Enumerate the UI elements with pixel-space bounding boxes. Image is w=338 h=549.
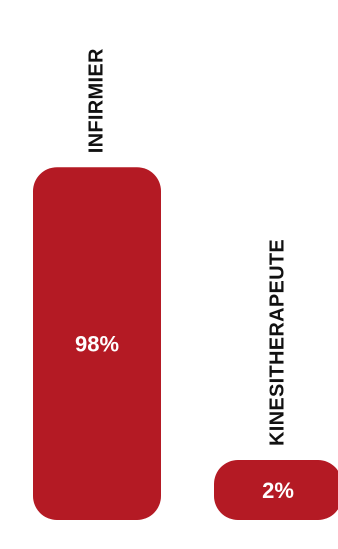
bars-layer xyxy=(33,167,338,520)
value-label-infirmier: 98% xyxy=(75,332,119,357)
bar-kinesitherapeute xyxy=(214,460,338,520)
value-label-kinesitherapeute: 2% xyxy=(262,478,294,503)
labels-layer: 98% INFIRMIER 2% KINESITHERAPEUTE xyxy=(75,48,294,503)
category-label-kinesitherapeute: KINESITHERAPEUTE xyxy=(266,239,288,446)
bar-infirmier xyxy=(33,167,161,520)
category-label-infirmier: INFIRMIER xyxy=(85,48,107,153)
